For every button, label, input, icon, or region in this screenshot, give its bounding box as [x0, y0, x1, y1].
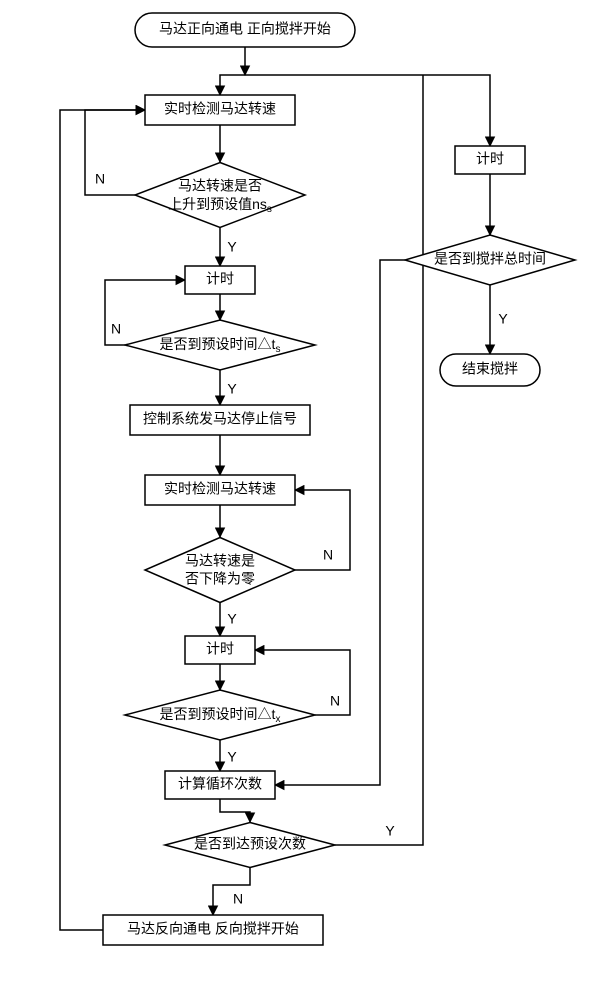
- node-end: 结束搅拌: [440, 354, 540, 386]
- node-stop_sig: 控制系统发马达停止信号: [130, 405, 310, 435]
- edge-reverse-loop: [60, 110, 145, 930]
- node-dec_tx: 是否到预设时间△tx: [125, 690, 315, 740]
- svg-text:否下降为零: 否下降为零: [185, 571, 255, 587]
- svg-text:马达反向通电 反向搅拌开始: 马达反向通电 反向搅拌开始: [127, 921, 299, 937]
- node-timer_r: 计时: [455, 146, 525, 174]
- node-dec_total: 是否到搅拌总时间: [405, 235, 575, 285]
- edge-label: Y: [227, 381, 237, 397]
- edge-label: Y: [498, 311, 508, 327]
- edge-label: N: [330, 693, 340, 709]
- svg-text:结束搅拌: 结束搅拌: [462, 361, 518, 377]
- svg-text:实时检测马达转速: 实时检测马达转速: [164, 481, 276, 497]
- node-reverse: 马达反向通电 反向搅拌开始: [103, 915, 323, 945]
- edge-label: Y: [227, 239, 237, 255]
- edge-split-to-detect1: [220, 75, 245, 95]
- node-dec_ts: 是否到预设时间△ts: [125, 320, 315, 370]
- node-start: 马达正向通电 正向搅拌开始: [135, 13, 355, 47]
- svg-text:马达转速是否: 马达转速是否: [178, 178, 262, 194]
- edge-dec_cnt-N: [213, 868, 250, 915]
- edge-label: N: [323, 547, 333, 563]
- edge-dec_cnt-Y: [335, 75, 423, 845]
- svg-text:控制系统发马达停止信号: 控制系统发马达停止信号: [143, 411, 297, 427]
- node-calc: 计算循环次数: [165, 771, 275, 799]
- svg-text:马达正向通电 正向搅拌开始: 马达正向通电 正向搅拌开始: [159, 21, 331, 37]
- svg-text:计时: 计时: [476, 151, 504, 167]
- svg-text:实时检测马达转速: 实时检测马达转速: [164, 101, 276, 117]
- svg-text:是否到达预设次数: 是否到达预设次数: [194, 836, 306, 852]
- svg-text:是否到搅拌总时间: 是否到搅拌总时间: [434, 251, 546, 267]
- svg-text:计时: 计时: [206, 271, 234, 287]
- edge-label: Y: [227, 611, 237, 627]
- edge-label: Y: [227, 749, 237, 765]
- node-dec_ns: 马达转速是否上升到预设值nss: [135, 163, 305, 228]
- node-dec_zero: 马达转速是否下降为零: [145, 538, 295, 603]
- node-timer1: 计时: [185, 266, 255, 294]
- edge-label: N: [111, 321, 121, 337]
- node-detect2: 实时检测马达转速: [145, 475, 295, 505]
- node-detect1: 实时检测马达转速: [145, 95, 295, 125]
- svg-text:马达转速是: 马达转速是: [185, 553, 255, 569]
- node-timer2: 计时: [185, 636, 255, 664]
- node-dec_count: 是否到达预设次数: [165, 823, 335, 868]
- edge-label: N: [233, 891, 243, 907]
- edge-label: N: [95, 171, 105, 187]
- edge-label: Y: [385, 823, 395, 839]
- svg-text:计算循环次数: 计算循环次数: [178, 776, 262, 792]
- edge-calc-to-dec_cnt: [220, 799, 250, 822]
- svg-text:计时: 计时: [206, 641, 234, 657]
